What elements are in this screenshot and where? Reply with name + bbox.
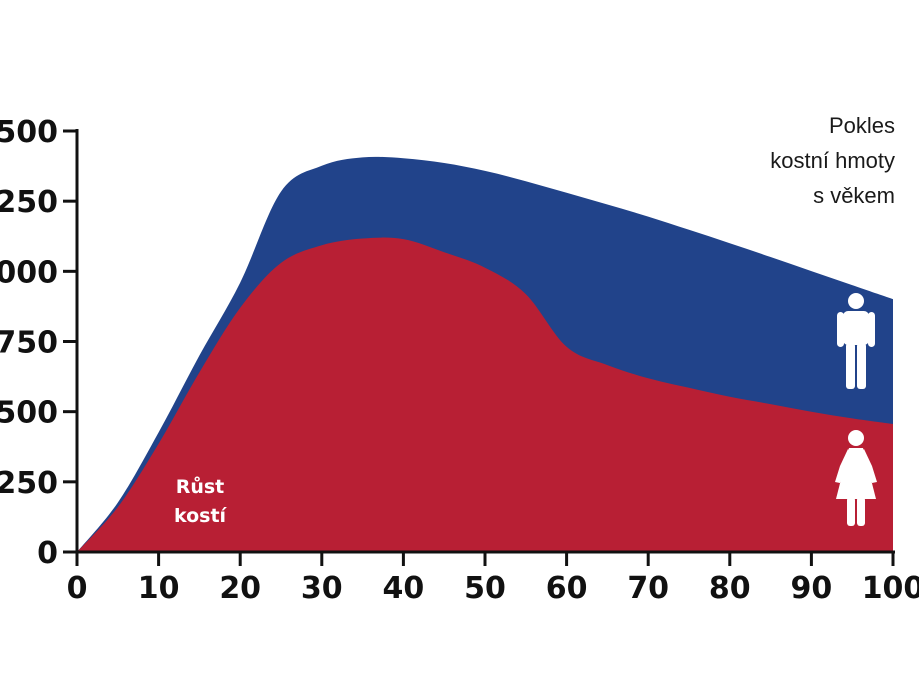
x-tick-label: 0: [67, 571, 88, 606]
x-tick-label: 70: [627, 571, 669, 606]
x-tick-label: 90: [791, 571, 833, 606]
decline-line-2: kostní hmoty: [770, 148, 895, 173]
series-area-2: [77, 237, 893, 552]
x-tick-label: 40: [383, 571, 425, 606]
x-tick-label: 50: [464, 571, 506, 606]
x-tick-label: 100: [862, 571, 919, 606]
y-tick-label: 500: [0, 396, 58, 431]
growth-line-2: kostí: [174, 505, 228, 527]
y-tick-label: 0: [37, 536, 58, 571]
x-tick-label: 20: [219, 571, 261, 606]
growth-line-1: Růst: [176, 475, 225, 498]
man-icon: [837, 293, 875, 389]
decline-annotation: Pokles kostní hmoty s věkem: [770, 113, 895, 208]
y-tick-label: 250: [0, 466, 58, 501]
x-tick-label: 30: [301, 571, 343, 606]
y-tick-label: 1000: [0, 255, 58, 290]
woman-icon: [835, 430, 877, 526]
x-tick-label: 80: [709, 571, 751, 606]
decline-line-1: Pokles: [829, 113, 895, 138]
x-tick-label: 10: [138, 571, 180, 606]
x-tick-label: 60: [546, 571, 588, 606]
chart-areas: [77, 156, 893, 552]
decline-line-3: s věkem: [813, 183, 895, 208]
x-axis-ticks: 0 10 20 30 40 50 60 70 80 90 100: [67, 552, 919, 606]
y-tick-label: 1500: [0, 115, 58, 150]
y-axis-ticks: 0 250 500 750 1000 1250 1500: [0, 115, 77, 571]
y-tick-label: 750: [0, 326, 58, 361]
growth-annotation: Růst kostí: [174, 475, 228, 527]
y-tick-label: 1250: [0, 185, 58, 220]
